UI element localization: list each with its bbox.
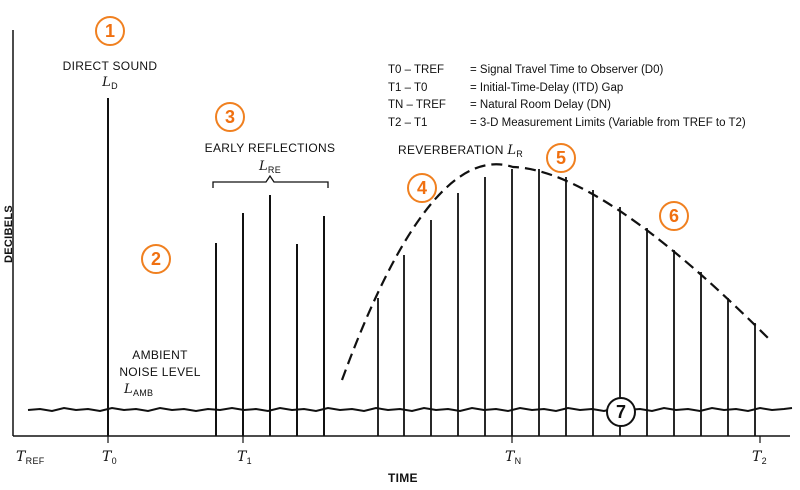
early-reflections-bracket	[212, 174, 329, 188]
early-reflections-label: EARLY REFLECTIONS LRE	[195, 141, 345, 175]
legend-row: T0 – TREF = Signal Travel Time to Observe…	[388, 62, 746, 80]
tick-label-t0: T0	[102, 449, 117, 466]
legend-row: TN – TREF = Natural Room Delay (DN)	[388, 97, 746, 115]
marker-3: 3	[215, 102, 245, 132]
legend-definition: = 3-D Measurement Limits (Variable from …	[470, 116, 746, 129]
legend-definition: = Initial-Time-Delay (ITD) Gap	[470, 81, 624, 94]
ambient-symbol: LAMB	[124, 382, 154, 398]
marker-1: 1	[95, 16, 125, 46]
early-reflections-symbol: LRE	[258, 159, 282, 175]
ambient-noise-label: AMBIENT NOISE LEVEL LAMB	[100, 347, 220, 402]
early-reflections-title: EARLY REFLECTIONS	[204, 141, 336, 155]
reverb-spikes	[377, 169, 756, 436]
legend-term: T1 – T0	[388, 81, 428, 94]
reverberation-label: REVERBERATION LR	[398, 143, 523, 159]
y-axis-label: DECIBELS	[3, 204, 16, 264]
ambient-line-2: NOISE LEVEL	[119, 365, 201, 379]
legend-definition: = Signal Travel Time to Observer (D0)	[470, 64, 664, 76]
direct-sound-title: DIRECT SOUND	[62, 59, 158, 73]
x-axis-label: TIME	[388, 471, 418, 485]
marker-7: 7	[606, 397, 636, 427]
direct-sound-symbol: LD	[102, 75, 118, 91]
early-reflection-spikes	[215, 195, 325, 436]
ambient-noise-line	[27, 406, 793, 413]
reverberation-title: REVERBERATION	[398, 143, 504, 157]
tick-label-tn: TN	[505, 449, 522, 466]
legend-term: T0 – TREF	[388, 64, 445, 76]
legend-row: T2 – T1 = 3-D Measurement Limits (Variabl…	[388, 115, 746, 133]
legend-definition: = Natural Room Delay (DN)	[470, 99, 611, 111]
marker-4: 4	[407, 173, 437, 203]
tick-label-t1: T1	[237, 449, 252, 466]
reverb-envelope	[340, 163, 769, 381]
direct-sound-label: DIRECT SOUND LD	[55, 59, 165, 91]
tick-label-tref: TREF	[16, 449, 45, 466]
definitions-legend: T0 – TREF = Signal Travel Time to Observe…	[388, 62, 746, 132]
tick-label-t2: T2	[752, 449, 767, 466]
marker-5: 5	[546, 143, 576, 173]
reverberation-symbol: LR	[507, 143, 524, 159]
legend-term: TN – TREF	[388, 99, 446, 111]
marker-2: 2	[141, 244, 171, 274]
ambient-line-1: AMBIENT	[132, 348, 188, 362]
legend-row: T1 – T0 = Initial-Time-Delay (ITD) Gap	[388, 80, 746, 98]
legend-term: T2 – T1	[388, 116, 428, 129]
marker-6: 6	[659, 201, 689, 231]
x-ticks	[107, 436, 761, 443]
